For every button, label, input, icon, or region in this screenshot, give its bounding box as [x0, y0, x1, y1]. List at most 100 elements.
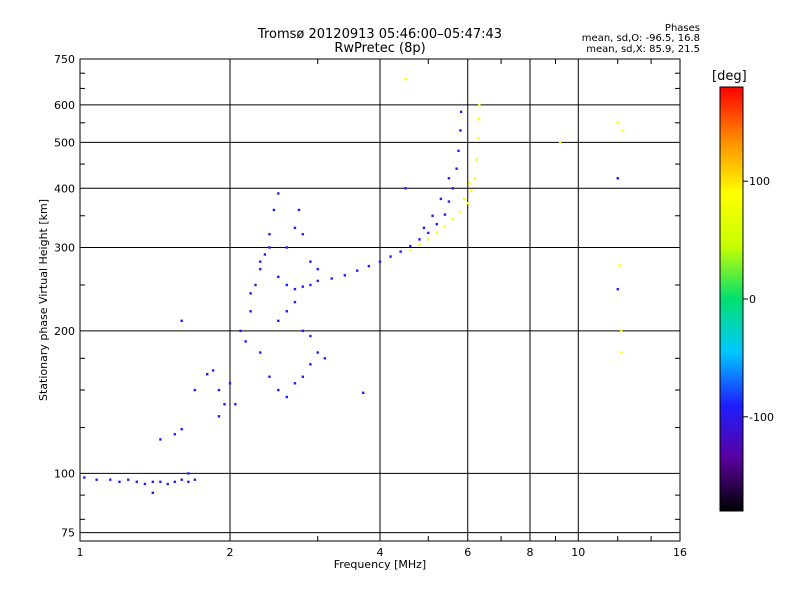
- o-mode-echo-point: [159, 438, 162, 441]
- o-mode-echo-point: [249, 310, 252, 313]
- o-mode-echo-point: [355, 269, 359, 272]
- x-mode-echo-point: [620, 351, 623, 354]
- x-tick-label: 10: [571, 546, 585, 559]
- y-axis-label: Stationary phase Virtual Height [km]: [37, 199, 50, 401]
- data-points: [83, 77, 625, 495]
- o-mode-echo-point: [193, 478, 197, 481]
- x-tick-label: 1: [77, 546, 84, 559]
- o-mode-echo-point: [367, 264, 371, 268]
- o-mode-echo-point: [389, 255, 392, 258]
- o-mode-echo-point: [443, 213, 447, 216]
- y-tick-label: 200: [54, 325, 75, 338]
- o-mode-echo-point: [223, 403, 226, 406]
- colorbar-unit: [deg]: [712, 69, 747, 84]
- o-mode-echo-point: [616, 177, 619, 180]
- o-mode-echo-point: [431, 214, 434, 217]
- x-mode-echo-point: [478, 103, 481, 107]
- o-mode-echo-point: [422, 226, 426, 230]
- y-tick-label: 75: [61, 527, 75, 540]
- o-mode-echo-point: [254, 283, 257, 287]
- o-mode-echo-point: [447, 200, 451, 203]
- o-mode-echo-point: [285, 395, 288, 399]
- o-mode-echo-point: [616, 287, 619, 291]
- x-mode-echo-point: [621, 129, 625, 132]
- y-tick-label: 400: [54, 182, 75, 195]
- o-mode-echo-point: [187, 472, 190, 475]
- o-mode-echo-point: [459, 129, 462, 132]
- o-mode-echo-point: [451, 187, 455, 190]
- o-mode-echo-point: [180, 427, 183, 431]
- o-mode-echo-point: [249, 292, 252, 295]
- o-mode-echo-point: [277, 192, 280, 195]
- o-mode-echo-point: [151, 480, 155, 484]
- o-mode-echo-point: [127, 478, 130, 481]
- o-mode-echo-point: [316, 267, 319, 271]
- x-axis-label: Frequency [MHz]: [334, 558, 426, 571]
- x-mode-echo-point: [559, 141, 562, 144]
- o-mode-echo-point: [193, 388, 197, 392]
- o-mode-echo-point: [301, 232, 305, 236]
- x-tick-label: 6: [464, 546, 471, 559]
- o-mode-echo-point: [285, 246, 288, 249]
- o-mode-echo-point: [180, 319, 183, 323]
- colorbar-ticks: 100 0 -100: [743, 175, 774, 424]
- x-mode-echo-point: [616, 121, 619, 124]
- o-mode-echo-point: [457, 149, 460, 152]
- y-tick-label: 600: [54, 99, 75, 112]
- x-tick-label: 4: [377, 546, 384, 559]
- o-mode-echo-point: [118, 480, 121, 484]
- o-mode-echo-point: [259, 351, 262, 354]
- o-mode-echo-point: [151, 491, 155, 495]
- o-mode-echo-point: [135, 480, 138, 484]
- o-mode-echo-point: [277, 319, 280, 323]
- o-mode-echo-point: [459, 110, 463, 114]
- o-mode-echo-point: [297, 208, 301, 212]
- x-mode-echo-point: [462, 197, 466, 201]
- o-mode-echo-point: [268, 246, 271, 249]
- o-mode-echo-point: [83, 476, 86, 479]
- o-mode-echo-point: [293, 226, 297, 230]
- x-mode-echo-point: [409, 249, 412, 252]
- o-mode-echo-point: [330, 277, 333, 280]
- o-mode-echo-point: [316, 279, 319, 283]
- o-mode-echo-point: [217, 415, 221, 418]
- x-mode-echo-point: [418, 243, 421, 246]
- phase-stats-x: mean, sd,X: 85.9, 21.5: [586, 44, 700, 55]
- plot-subtitle: RwPretec (8p): [334, 41, 426, 56]
- colorbar-tick-label: -100: [749, 411, 774, 424]
- y-tick-label: 100: [54, 467, 75, 480]
- o-mode-echo-point: [268, 375, 271, 378]
- o-mode-echo-point: [439, 197, 443, 201]
- y-tick-label: 500: [54, 136, 75, 149]
- o-mode-echo-point: [435, 222, 438, 226]
- x-mode-echo-point: [427, 238, 430, 241]
- o-mode-echo-point: [447, 177, 451, 180]
- o-mode-echo-point: [309, 334, 312, 338]
- x-mode-echo-point: [404, 77, 407, 81]
- x-mode-echo-point: [468, 182, 471, 185]
- phase-stats-o: mean, sd,O: -96.5, 16.8: [581, 33, 700, 44]
- o-mode-echo-point: [301, 375, 305, 378]
- x-mode-echo-point: [477, 117, 481, 121]
- o-mode-echo-point: [361, 391, 365, 394]
- o-mode-echo-point: [293, 287, 297, 291]
- x-mode-echo-point: [477, 137, 480, 140]
- o-mode-echo-point: [301, 329, 305, 333]
- y-ticks: 75 100 200 300 400 500 600 750: [54, 53, 680, 540]
- colorbar-tick-label: 100: [749, 175, 770, 188]
- o-mode-echo-point: [272, 208, 276, 212]
- o-mode-echo-point: [211, 369, 215, 372]
- colorbar-tick-label: 0: [749, 293, 756, 306]
- x-mode-echo-point: [443, 225, 447, 228]
- o-mode-echo-point: [187, 480, 190, 484]
- o-mode-echo-point: [268, 232, 271, 236]
- o-mode-echo-point: [309, 260, 312, 263]
- x-mode-echo-point: [620, 329, 623, 333]
- o-mode-echo-point: [143, 482, 147, 486]
- x-mode-echo-point: [618, 264, 621, 267]
- o-mode-echo-point: [263, 253, 267, 256]
- o-mode-echo-point: [323, 357, 327, 360]
- o-mode-echo-point: [285, 310, 288, 313]
